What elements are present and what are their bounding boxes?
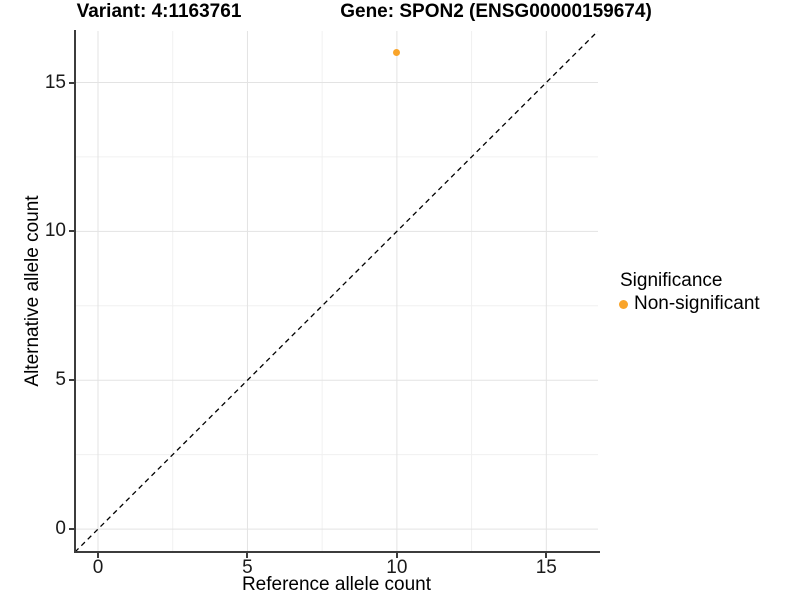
y-axis-tick [69, 528, 74, 531]
y-axis-tick [69, 81, 74, 84]
y-tick-label: 10 [44, 220, 66, 242]
y-axis-line [74, 30, 76, 553]
x-axis-tick [246, 553, 249, 558]
x-tick-label: 0 [92, 557, 104, 578]
x-axis-tick [545, 553, 548, 558]
x-axis-tick [395, 553, 398, 558]
plot-title-variant: Variant: 4:1163761 [76, 1, 242, 22]
legend: Significance Non-significant [619, 269, 760, 315]
identity-reference-line [75, 31, 598, 552]
y-tick-label: 5 [55, 369, 66, 391]
plot-title-gene: Gene: SPON2 (ENSG00000159674) [340, 1, 652, 22]
x-axis-tick [97, 553, 99, 558]
legend-circle-icon [619, 299, 628, 309]
x-axis-line [74, 551, 600, 553]
y-axis-tick [69, 379, 74, 382]
plot-panel [75, 31, 598, 552]
x-tick-label: 15 [535, 557, 557, 578]
legend-item-non-significant: Non-significant [619, 293, 760, 315]
x-axis-title: Reference allele count [241, 574, 432, 595]
x-tick-label: 5 [242, 557, 253, 578]
legend-item-label: Non-significant [634, 293, 760, 314]
y-axis-tick [69, 230, 74, 233]
data-point [393, 49, 401, 57]
gridlines-layer [75, 31, 598, 552]
legend-title: Significance [620, 270, 723, 291]
y-tick-label: 15 [44, 71, 66, 93]
y-tick-label: 0 [55, 518, 66, 540]
y-axis-title: Alternative allele count [22, 195, 43, 387]
x-tick-label: 10 [386, 557, 408, 578]
